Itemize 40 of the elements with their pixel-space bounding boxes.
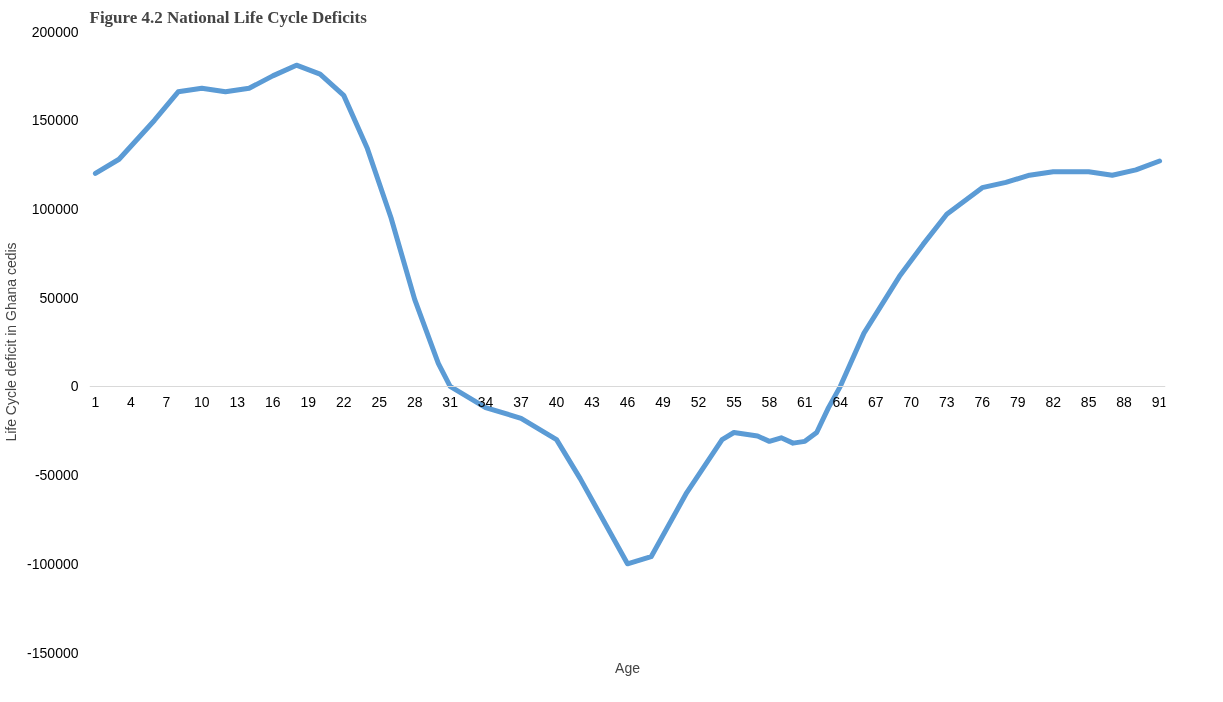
x-tick-label: 82 xyxy=(1045,394,1062,411)
x-tick-label: 1 xyxy=(91,394,100,411)
x-tick-label: 28 xyxy=(406,394,423,411)
x-tick-label: 10 xyxy=(194,394,210,411)
x-tick-label: 58 xyxy=(761,394,778,411)
y-tick-label: 150000 xyxy=(31,112,79,129)
x-tick-label: 49 xyxy=(655,394,671,411)
chart-title: Figure 4.2 National Life Cycle Deficits xyxy=(89,7,368,27)
x-tick-label: 64 xyxy=(832,394,849,411)
x-tick-label: 25 xyxy=(371,394,388,411)
y-tick-label: 50000 xyxy=(39,289,79,306)
x-tick-label: 13 xyxy=(229,394,246,411)
y-tick-label: 100000 xyxy=(31,200,79,217)
x-tick-label: 85 xyxy=(1080,394,1097,411)
x-tick-label: 61 xyxy=(797,394,813,411)
x-tick-label: 67 xyxy=(868,394,884,411)
x-tick-label: 55 xyxy=(726,394,742,411)
x-tick-label: 52 xyxy=(690,394,707,411)
x-axis-title: Age xyxy=(615,659,641,676)
x-tick-label: 43 xyxy=(584,394,601,411)
x-tick-label: 76 xyxy=(974,394,991,411)
y-tick-label: 200000 xyxy=(31,23,79,40)
x-tick-label: 73 xyxy=(938,394,955,411)
x-tick-label: 40 xyxy=(548,394,565,411)
x-tick-label: 37 xyxy=(513,394,530,411)
x-tick-label: 22 xyxy=(335,394,352,411)
x-tick-label: 19 xyxy=(300,394,317,411)
x-tick-label: 4 xyxy=(126,394,135,411)
y-tick-label: -50000 xyxy=(34,467,79,484)
y-tick-label: 0 xyxy=(70,378,79,395)
x-tick-label: 7 xyxy=(162,394,171,411)
x-tick-label: 46 xyxy=(619,394,636,411)
x-tick-label: 88 xyxy=(1116,394,1133,411)
x-tick-label: 31 xyxy=(442,394,459,411)
x-tick-label: 79 xyxy=(1009,394,1026,411)
y-tick-label: -100000 xyxy=(27,555,79,572)
y-tick-label: -150000 xyxy=(27,644,79,661)
x-tick-label: 70 xyxy=(903,394,920,411)
x-tick-label: 16 xyxy=(264,394,281,411)
y-axis-title: Life Cycle deficit in Ghana cedis xyxy=(3,242,20,442)
